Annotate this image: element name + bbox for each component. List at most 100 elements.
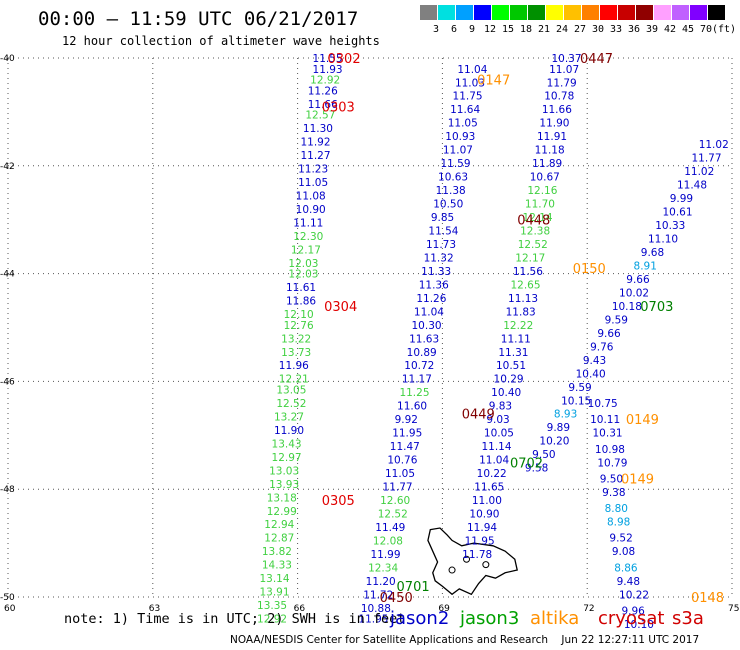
swh-value: 9.58 — [525, 463, 548, 475]
track-label: 0305 — [322, 494, 355, 509]
color-scale-swatch — [708, 5, 725, 20]
swh-value: 11.33 — [421, 266, 451, 278]
swh-value: 11.73 — [426, 239, 456, 251]
swh-value: 10.10 — [624, 619, 654, 631]
swh-value: 12.10 — [284, 309, 314, 321]
color-scale-swatch — [618, 5, 635, 20]
lat-tick-label: -44 — [0, 270, 15, 280]
swh-value: 11.83 — [506, 306, 536, 318]
track-label: 0304 — [324, 300, 357, 315]
swh-value: 12.52 — [276, 398, 306, 410]
swh-value: 13.14 — [259, 573, 289, 585]
swh-value: 11.86 — [286, 296, 316, 308]
lon-tick-label: 69 — [438, 604, 450, 614]
lat-tick-label: -42 — [0, 162, 15, 172]
swh-value: 11.20 — [366, 576, 396, 588]
swh-value: 11.36 — [419, 279, 449, 291]
swh-value: 11.93 — [313, 64, 343, 76]
swh-value: 10.89 — [407, 347, 437, 359]
swh-value: 12.17 — [515, 252, 545, 264]
lon-tick-label: 75 — [728, 604, 739, 614]
track-label: 0702 — [510, 456, 543, 471]
swh-value: 11.91 — [537, 131, 567, 143]
track-label: 0149 — [626, 413, 659, 428]
color-scale-label: 6 — [450, 24, 458, 35]
swh-value: 11.72 — [363, 589, 393, 601]
legend-altika: altika — [530, 608, 580, 629]
swh-value: 10.40 — [576, 368, 606, 380]
swh-value: 10.37 — [551, 53, 581, 65]
track-label: 0302 — [328, 52, 361, 67]
swh-value: 11.70 — [525, 199, 555, 211]
swh-value: 11.56 — [513, 266, 543, 278]
lon-tick-label: 66 — [294, 604, 306, 614]
color-scale-label: 36 — [627, 24, 641, 35]
swh-value: 9.59 — [605, 314, 628, 326]
swh-value: 11.25 — [399, 387, 429, 399]
swh-value: 9.68 — [641, 247, 664, 259]
swh-value: 12.16 — [527, 185, 557, 197]
swh-value: 10.61 — [662, 207, 692, 219]
color-scale-swatch — [582, 5, 599, 20]
island-lake — [482, 561, 490, 569]
swh-value: 10.63 — [438, 172, 468, 184]
swh-value: 13.35 — [257, 600, 287, 612]
track-label: 0450 — [380, 591, 413, 606]
track-label: 0303 — [322, 101, 355, 116]
color-scale-swatch — [564, 5, 581, 20]
swh-value: 10.75 — [588, 398, 618, 410]
swh-value: 8.80 — [605, 503, 628, 515]
page-subtitle: 12 hour collection of altimeter wave hei… — [62, 34, 380, 48]
swh-value: 10.72 — [404, 360, 434, 372]
swh-value: 10.51 — [496, 360, 526, 372]
lat-tick-label: -40 — [0, 54, 15, 64]
swh-value: 12.03 — [288, 258, 318, 270]
swh-value: 9.66 — [597, 328, 621, 340]
swh-value: 10.67 — [530, 172, 560, 184]
swh-value: 14.33 — [262, 560, 292, 572]
swh-value: 11.66 — [308, 99, 338, 111]
color-scale-label: 42 — [663, 24, 677, 35]
swh-value: 13.22 — [281, 333, 311, 345]
lat-tick-label: -46 — [0, 377, 15, 387]
swh-value: 11.10 — [648, 234, 678, 246]
swh-value: 11.27 — [300, 150, 330, 162]
swh-value: 8.98 — [607, 517, 630, 529]
swh-value: 11.04 — [479, 455, 509, 467]
color-scale-swatch — [528, 5, 545, 20]
swh-value: 11.94 — [467, 522, 497, 534]
swh-value: 11.02 — [684, 166, 714, 178]
color-scale-label: 45 — [681, 24, 695, 35]
lon-tick-label: 60 — [4, 604, 16, 614]
swh-value: 11.64 — [450, 104, 480, 116]
swh-value: 9.38 — [602, 487, 625, 499]
legend-jason2: jason2 — [390, 608, 450, 629]
swh-value: 11.05 — [448, 118, 478, 130]
swh-value: 11.92 — [300, 137, 330, 149]
swh-value: 10.98 — [595, 444, 625, 456]
swh-value: 11.59 — [440, 158, 470, 170]
swh-value: 12.94 — [264, 519, 294, 531]
swh-value: 12.03 — [288, 269, 318, 281]
legend-jason3: jason3 — [460, 608, 520, 629]
swh-value: 13.03 — [269, 465, 299, 477]
color-scale-label: 70 — [699, 24, 713, 35]
swh-value: 10.02 — [619, 287, 649, 299]
swh-value: 11.96 — [279, 360, 309, 372]
swh-value: 11.31 — [498, 347, 528, 359]
color-scale-swatch — [474, 5, 491, 20]
swh-value: 13.27 — [274, 411, 304, 423]
swh-value: 10.05 — [484, 428, 514, 440]
track-label: 0149 — [621, 472, 654, 487]
swh-value: 11.26 — [416, 293, 446, 305]
swh-value: 11.07 — [549, 64, 579, 76]
swh-value: 11.30 — [303, 123, 333, 135]
swh-value: 12.38 — [520, 225, 550, 237]
track-label: 0148 — [691, 591, 724, 606]
track-label: 0703 — [640, 300, 673, 315]
swh-value: 11.75 — [453, 91, 483, 103]
swh-value: 11.48 — [677, 180, 707, 192]
swh-value: 11.90 — [274, 425, 304, 437]
